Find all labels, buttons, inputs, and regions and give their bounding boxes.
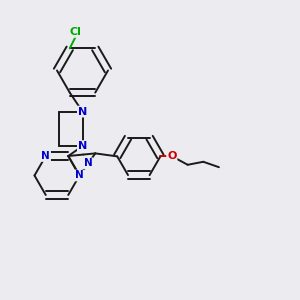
Text: O: O [167,152,176,161]
Text: N: N [84,158,93,168]
Text: Cl: Cl [70,27,82,37]
Text: N: N [41,151,50,161]
Text: N: N [75,170,84,181]
Text: N: N [78,106,87,117]
Text: N: N [78,141,87,151]
